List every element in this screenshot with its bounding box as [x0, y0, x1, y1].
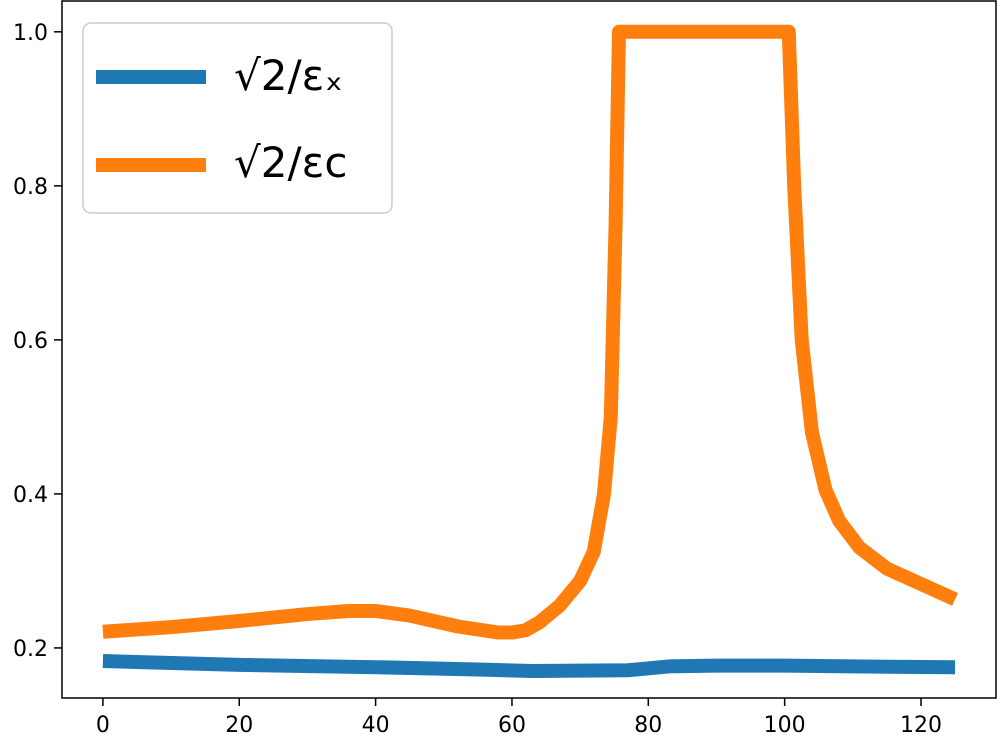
- y-tick-label: 0.4: [13, 483, 48, 508]
- y-tick-label: 0.6: [13, 329, 48, 354]
- legend: √2/εₓ √2/εc: [82, 22, 393, 214]
- series-line-1: [102, 654, 956, 679]
- y-tick-label: 0.2: [13, 637, 48, 662]
- x-tick-label: 40: [362, 713, 390, 738]
- plot-frame: [61, 0, 997, 699]
- series-line-2: [102, 24, 958, 640]
- x-tick-label: 80: [634, 713, 662, 738]
- series-layer: [102, 24, 958, 679]
- x-tick-label: 0: [96, 713, 110, 738]
- legend-label-series-1: √2/εₓ: [234, 51, 343, 100]
- x-tick-label: 60: [498, 713, 526, 738]
- legend-label-series-2: √2/εc: [234, 138, 347, 187]
- y-axis: 0.2 0.4 0.6 0.8 1.0: [13, 21, 62, 662]
- y-tick-label: 0.8: [13, 175, 48, 200]
- x-tick-label: 100: [764, 713, 806, 738]
- y-tick-label: 1.0: [13, 21, 48, 46]
- x-tick-label: 20: [225, 713, 253, 738]
- x-tick-label: 120: [900, 713, 942, 738]
- x-axis: 0 20 40 60 80 100 120: [96, 698, 942, 738]
